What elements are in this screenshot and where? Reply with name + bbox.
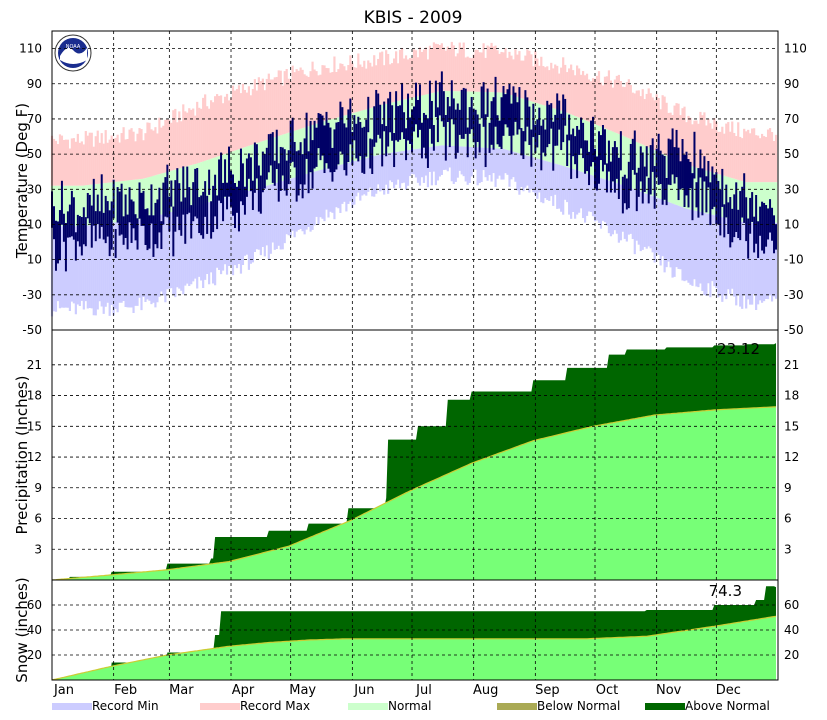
snow-tick-right: 40 <box>784 623 799 637</box>
precip-tick-right: 21 <box>784 358 799 372</box>
precip-tick-left: 21 <box>27 358 42 372</box>
month-label: Aug <box>473 683 498 698</box>
month-label: Apr <box>232 683 255 698</box>
legend-label: Record Max <box>240 699 310 713</box>
panel-frame <box>51 579 779 681</box>
temperature-axis-label: Temperature (Deg F) <box>13 103 31 259</box>
snow-tick-left: 40 <box>27 623 42 637</box>
snow-panel <box>51 586 777 681</box>
precip-tick-left: 6 <box>34 512 42 526</box>
legend-label: Below Normal <box>537 699 620 713</box>
precip-total-label: 23.12 <box>717 340 760 358</box>
temp-tick-right: -50 <box>784 323 804 337</box>
panel-frames <box>51 30 779 681</box>
snow-normal-area <box>52 616 777 680</box>
precip-tick-left: 9 <box>34 481 42 495</box>
temp-tick-left: 10 <box>27 217 42 231</box>
chart-title: KBIS - 2009 <box>364 8 463 28</box>
month-axis: Jan Feb Mar Apr May Jun Jul Aug Sep Oct Nov Dec <box>53 683 741 698</box>
temp-tick-right: 10 <box>784 217 799 231</box>
month-label: May <box>289 683 316 698</box>
month-label: Jan <box>53 683 74 698</box>
precip-tick-left: 12 <box>27 450 42 464</box>
legend-swatch <box>52 703 92 710</box>
snow-tick-right: 20 <box>784 648 799 662</box>
precip-tick-right: 9 <box>784 481 792 495</box>
temp-tick-left: 50 <box>27 147 42 161</box>
legend-swatch <box>645 703 685 710</box>
precip-tick-left: 3 <box>34 542 42 556</box>
precip-normal-area <box>52 406 777 580</box>
temp-tick-left: 110 <box>19 42 42 56</box>
snow-tick-right: 60 <box>784 598 799 612</box>
precip-tick-right: 6 <box>784 512 792 526</box>
month-label: Nov <box>656 683 682 698</box>
legend-label: Above Normal <box>685 699 770 713</box>
month-label: Feb <box>114 683 137 698</box>
temp-tick-right: 70 <box>784 112 799 126</box>
temp-tick-right: -10 <box>784 253 804 267</box>
temp-tick-left: -30 <box>22 288 42 302</box>
temp-tick-right: 50 <box>784 147 799 161</box>
precipitation-panel <box>51 343 777 581</box>
legend-label: Record Min <box>92 699 159 713</box>
temp-tick-left: -50 <box>22 323 42 337</box>
snow-total-label: 74.3 <box>709 582 742 600</box>
temp-tick-right: 30 <box>784 182 799 196</box>
temp-tick-right: -30 <box>784 288 804 302</box>
month-label: Sep <box>535 683 560 698</box>
legend-swatch <box>497 703 537 710</box>
precip-normal-line <box>51 406 777 581</box>
temp-tick-right: 110 <box>784 42 807 56</box>
month-label: Jun <box>353 683 374 698</box>
snow-tick-left: 20 <box>27 648 42 662</box>
precip-tick-right: 18 <box>784 389 799 403</box>
precip-tick-right: 15 <box>784 419 799 433</box>
noaa-logo: NOAA <box>54 34 92 72</box>
precip-tick-left: 18 <box>27 389 42 403</box>
precipitation-axis-label: Precipitation (Inches) <box>13 376 31 535</box>
legend-swatch <box>348 703 388 710</box>
precip-tick-left: 15 <box>27 419 42 433</box>
legend: Record Min Record Max Normal Below Normal Ab… <box>52 699 770 713</box>
temp-tick-left: 70 <box>27 112 42 126</box>
temp-tick-right: 90 <box>784 77 799 91</box>
precip-tick-right: 12 <box>784 450 799 464</box>
month-label: Oct <box>596 683 618 698</box>
precip-tick-right: 3 <box>784 542 792 556</box>
temp-tick-left: 90 <box>27 77 42 91</box>
snow-axis-label: Snow (inches) <box>13 577 31 682</box>
legend-swatch <box>200 703 240 710</box>
snow-normal-line <box>51 615 777 681</box>
tick-labels: 110 110 90 90 70 70 50 50 30 30 10 10 10 -10 -30 -30 -50… <box>13 42 807 683</box>
legend-label: Normal <box>388 699 431 713</box>
svg-text:NOAA: NOAA <box>66 44 81 50</box>
month-label: Jul <box>415 683 432 698</box>
grid-lines <box>52 31 778 680</box>
month-label: Dec <box>716 683 741 698</box>
snow-tick-left: 60 <box>27 598 42 612</box>
temp-tick-left: 10 <box>27 253 42 267</box>
temperature-panel <box>50 41 778 317</box>
temp-tick-left: 30 <box>27 182 42 196</box>
month-label: Mar <box>169 683 194 698</box>
